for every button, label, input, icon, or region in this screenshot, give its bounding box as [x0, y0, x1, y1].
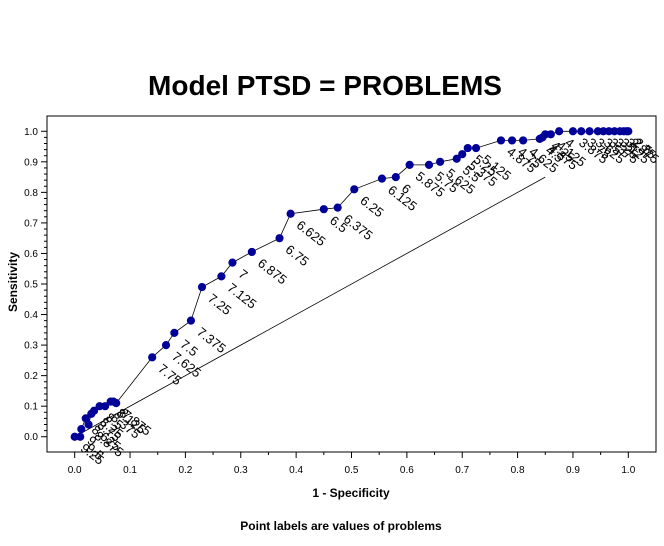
data-point	[217, 272, 226, 281]
data-point	[275, 234, 284, 243]
data-point	[170, 328, 179, 337]
data-point	[424, 160, 434, 169]
data-point	[76, 432, 85, 441]
y-tick-label: 0.2	[24, 371, 38, 382]
point-label: 7.375	[194, 324, 229, 356]
y-tick-label: 0.6	[24, 249, 38, 260]
x-axis: 0.0 0.1 0.2 0.3 0.4 0.5 0.6 0.7 0.8 0.9 1.0	[68, 452, 636, 476]
data-point	[247, 247, 256, 257]
data-point	[471, 143, 481, 153]
data-point	[458, 150, 467, 159]
data-point	[568, 127, 578, 136]
y-tick-label: 0.0	[24, 432, 38, 443]
y-axis: 0.0 0.1 0.2 0.3 0.4 0.5 0.6 0.7 0.8 0.9 1.0	[24, 127, 47, 443]
y-tick-label: 0.1	[24, 402, 38, 413]
data-point	[435, 157, 445, 166]
data-point	[405, 160, 414, 169]
y-tick-label: 0.9	[24, 157, 38, 168]
data-point	[148, 353, 157, 362]
x-tick-label: 0.8	[511, 465, 525, 476]
x-tick-label: 0.5	[345, 465, 359, 476]
point-label: 6.75	[283, 242, 312, 269]
x-tick-label: 0.0	[68, 465, 82, 476]
data-point	[507, 136, 517, 145]
data-point	[89, 406, 99, 415]
point-label: 6.25	[357, 193, 386, 220]
y-tick-label: 0.5	[24, 280, 38, 291]
point-label: 6.625	[294, 217, 329, 249]
x-tick-label: 1.0	[621, 465, 635, 476]
data-point	[186, 316, 196, 325]
data-point	[555, 127, 564, 136]
data-point	[286, 209, 295, 218]
chart-title: Model PTSD = PROBLEMS	[148, 70, 502, 101]
data-point	[101, 402, 110, 411]
point-label: 6.875	[255, 255, 290, 287]
data-point	[452, 154, 461, 163]
x-tick-label: 0.2	[178, 465, 192, 476]
point-label-layer: 9.259.598.6258.8758.758.258.58.3758.1258…	[78, 135, 662, 468]
x-tick-label: 0.4	[289, 465, 303, 476]
footnote: Point labels are values of problems	[240, 519, 442, 533]
y-tick-label: 0.4	[24, 310, 38, 321]
data-point	[112, 399, 121, 408]
data-point	[496, 136, 506, 145]
x-tick-label: 0.3	[234, 465, 248, 476]
y-axis-label: Sensitivity	[6, 252, 20, 312]
data-point	[319, 205, 328, 214]
marker-layer	[70, 127, 633, 441]
data-point	[546, 130, 555, 139]
point-label: 7	[236, 266, 251, 282]
data-point	[391, 172, 400, 182]
data-point	[519, 136, 528, 145]
data-point	[333, 203, 342, 212]
x-tick-label: 0.9	[566, 465, 580, 476]
x-tick-label: 0.7	[455, 465, 469, 476]
data-point	[463, 143, 472, 153]
data-point	[228, 258, 237, 267]
data-point	[77, 424, 86, 434]
data-point	[84, 420, 93, 429]
data-point	[350, 185, 359, 194]
reference-line-layer	[74, 176, 546, 438]
y-tick-label: 1.0	[24, 127, 38, 138]
x-axis-label: 1 - Specificity	[312, 486, 390, 500]
x-tick-label: 0.6	[400, 465, 414, 476]
reference-line	[74, 176, 546, 438]
data-point	[585, 127, 594, 136]
data-point	[377, 174, 387, 183]
y-tick-label: 0.7	[24, 218, 38, 229]
y-tick-label: 0.3	[24, 341, 38, 352]
x-tick-label: 0.1	[123, 465, 137, 476]
data-point	[624, 127, 633, 136]
data-point	[161, 340, 171, 350]
data-point	[577, 127, 586, 136]
y-tick-label: 0.8	[24, 188, 38, 199]
data-point	[197, 282, 207, 292]
